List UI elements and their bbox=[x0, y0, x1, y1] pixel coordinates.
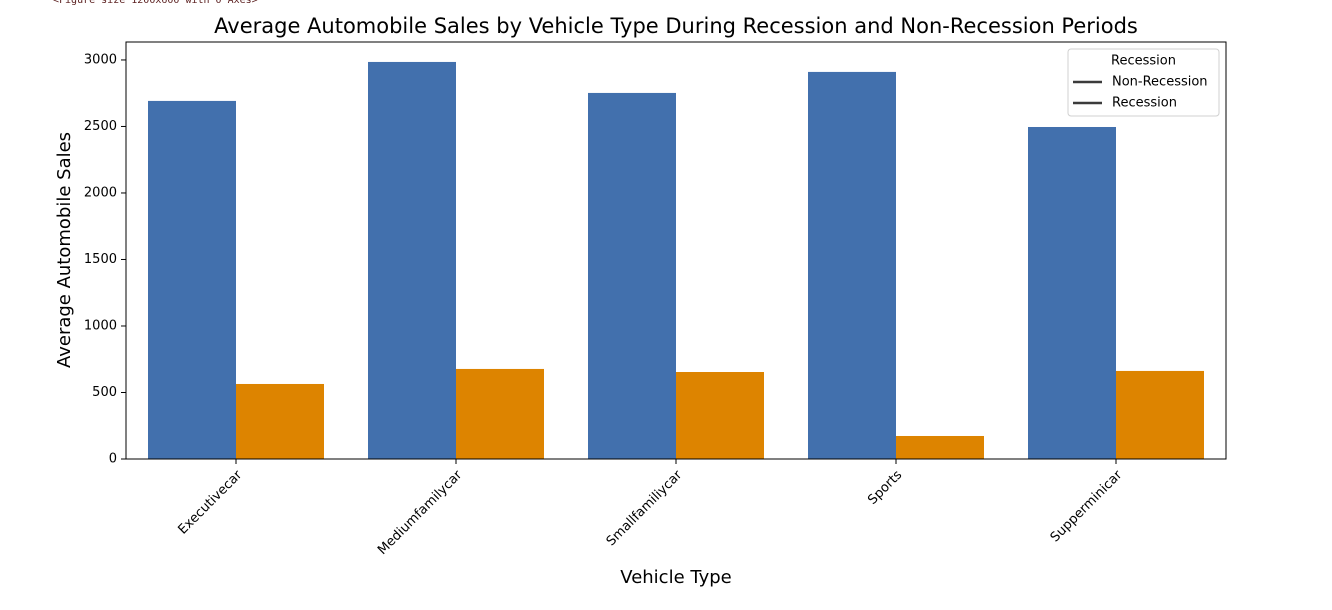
x-tick-label: Sports bbox=[865, 468, 905, 508]
legend-box bbox=[1067, 48, 1220, 117]
bar bbox=[456, 368, 544, 459]
bar bbox=[1028, 126, 1116, 460]
y-tick-label: 2000 bbox=[84, 185, 117, 200]
bar bbox=[896, 435, 984, 459]
x-tick-label: Smallfamiliycar bbox=[604, 467, 686, 549]
legend-label: Non-Recession bbox=[1112, 75, 1208, 90]
y-tick-label: 1000 bbox=[84, 318, 117, 333]
chart-title: Average Automobile Sales by Vehicle Type… bbox=[214, 14, 1138, 38]
bar bbox=[236, 383, 324, 459]
bar bbox=[808, 71, 896, 460]
x-tick-label: Mediumfamilycar bbox=[375, 467, 466, 558]
y-tick-label: 1500 bbox=[84, 252, 117, 267]
x-tick-label: Executivecar bbox=[175, 467, 245, 537]
bar bbox=[588, 92, 676, 460]
bar bbox=[148, 100, 236, 460]
figure-note: <Figure size 1200x600 with 0 Axes> bbox=[53, 0, 258, 6]
bar bbox=[1116, 370, 1204, 459]
bar bbox=[676, 372, 764, 459]
y-tick-label: 3000 bbox=[84, 52, 117, 67]
y-tick-label: 0 bbox=[109, 452, 117, 467]
x-axis-label: Vehicle Type bbox=[620, 567, 731, 588]
plot-frame bbox=[125, 41, 1227, 460]
y-tick-label: 2500 bbox=[84, 119, 117, 134]
legend-title: Recession bbox=[1111, 54, 1176, 69]
bar bbox=[368, 61, 456, 460]
legend-label: Recession bbox=[1112, 96, 1177, 111]
y-axis-label: Average Automobile Sales bbox=[54, 132, 75, 368]
y-tick-label: 500 bbox=[92, 385, 117, 400]
x-tick-label: Supperminicar bbox=[1048, 467, 1126, 545]
